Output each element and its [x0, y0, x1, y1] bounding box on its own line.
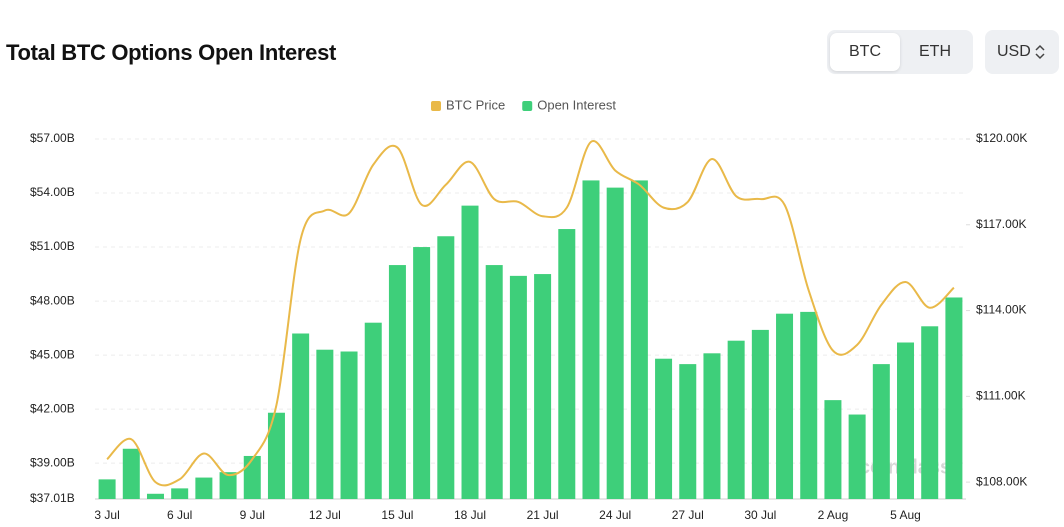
y2-tick-label: $114.00K — [976, 303, 1027, 317]
bar — [122, 448, 140, 499]
currency-select[interactable]: USD — [985, 30, 1059, 74]
price-line — [106, 140, 955, 487]
bar — [171, 488, 189, 499]
bar — [945, 297, 963, 499]
bar — [340, 351, 358, 499]
bar — [146, 493, 164, 499]
bar — [751, 329, 769, 499]
y-tick-label: $48.00B — [30, 293, 75, 307]
bar — [800, 311, 818, 499]
bar — [461, 205, 479, 500]
bar — [606, 187, 624, 499]
bar — [509, 275, 527, 499]
legend-label: Open Interest — [537, 97, 616, 112]
bar — [243, 455, 261, 499]
x-tick-label: 9 Jul — [240, 508, 265, 522]
bar — [776, 313, 794, 499]
bar — [98, 479, 116, 499]
x-tick-label: 15 Jul — [381, 508, 413, 522]
bar — [824, 400, 842, 499]
bar — [437, 236, 455, 499]
y-tick-label: $45.00B — [30, 347, 75, 361]
eth-button[interactable]: ETH — [919, 43, 951, 60]
bar — [534, 274, 552, 499]
x-tick-label: 24 Jul — [599, 508, 631, 522]
y-tick-label: $37.01B — [30, 491, 75, 505]
y-tick-label: $42.00B — [30, 401, 75, 415]
x-tick-label: 18 Jul — [454, 508, 486, 522]
btc-button[interactable]: BTC — [830, 33, 900, 71]
y2-tick-label: $120.00K — [976, 131, 1027, 145]
bar — [485, 265, 503, 499]
x-tick-label: 21 Jul — [527, 508, 559, 522]
x-tick-label: 6 Jul — [167, 508, 192, 522]
bar — [872, 364, 890, 499]
y-tick-label: $51.00B — [30, 239, 75, 253]
bar — [364, 322, 382, 499]
bar — [582, 180, 600, 499]
bar — [655, 358, 673, 499]
x-tick-label: 2 Aug — [818, 508, 849, 522]
y-tick-label: $57.00B — [30, 131, 75, 145]
x-tick-label: 3 Jul — [94, 508, 119, 522]
page-title: Total BTC Options Open Interest — [6, 40, 337, 65]
bar — [267, 412, 285, 499]
y2-tick-label: $108.00K — [976, 474, 1027, 488]
bar — [921, 326, 939, 499]
bar — [630, 180, 648, 499]
y2-tick-label: $111.00K — [976, 389, 1026, 403]
bar — [413, 247, 431, 499]
bar — [848, 414, 866, 499]
asset-toggle: BTC ETH — [827, 30, 973, 74]
bar — [727, 340, 745, 499]
x-tick-label: 12 Jul — [309, 508, 341, 522]
legend-swatch — [522, 101, 533, 111]
y2-tick-label: $117.00K — [976, 217, 1027, 231]
legend-label: BTC Price — [446, 97, 505, 112]
x-tick-label: 30 Jul — [744, 508, 776, 522]
legend-swatch — [431, 101, 441, 111]
select-icon — [1035, 44, 1045, 60]
bar — [292, 333, 310, 499]
bar — [558, 229, 576, 499]
bar — [897, 342, 915, 499]
y-tick-label: $54.00B — [30, 185, 75, 199]
bar — [703, 353, 721, 499]
currency-label: USD — [997, 43, 1031, 60]
bar — [219, 472, 237, 499]
x-tick-label: 5 Aug — [890, 508, 921, 522]
bar — [316, 349, 334, 499]
bar — [195, 477, 213, 499]
x-tick-label: 27 Jul — [672, 508, 704, 522]
bar — [388, 265, 406, 499]
bar — [679, 364, 697, 499]
y-tick-label: $39.00B — [30, 455, 75, 469]
